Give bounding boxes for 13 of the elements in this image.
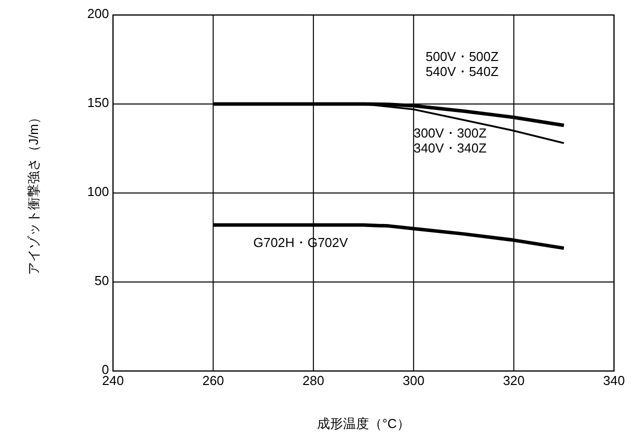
x-tick-label: 300: [402, 373, 424, 388]
y-tick-label: 100: [87, 184, 109, 199]
y-tick-label: 200: [87, 6, 109, 21]
x-tick-label: 260: [202, 373, 224, 388]
x-tick-label: 320: [502, 373, 525, 388]
y-tick-label: 150: [87, 95, 109, 110]
series-label: 300V・300Z 340V・340Z: [414, 125, 487, 156]
x-axis-title: 成形温度（°C）: [317, 416, 410, 431]
x-tick-label: 340: [603, 373, 625, 388]
text: 500V・500Z 540V・540Z: [426, 48, 499, 79]
y-axis-title: アイゾット衝撃強さ（J/m）: [26, 111, 41, 275]
y-tick-label: 50: [94, 273, 109, 288]
x-tick-label: 280: [302, 373, 324, 388]
